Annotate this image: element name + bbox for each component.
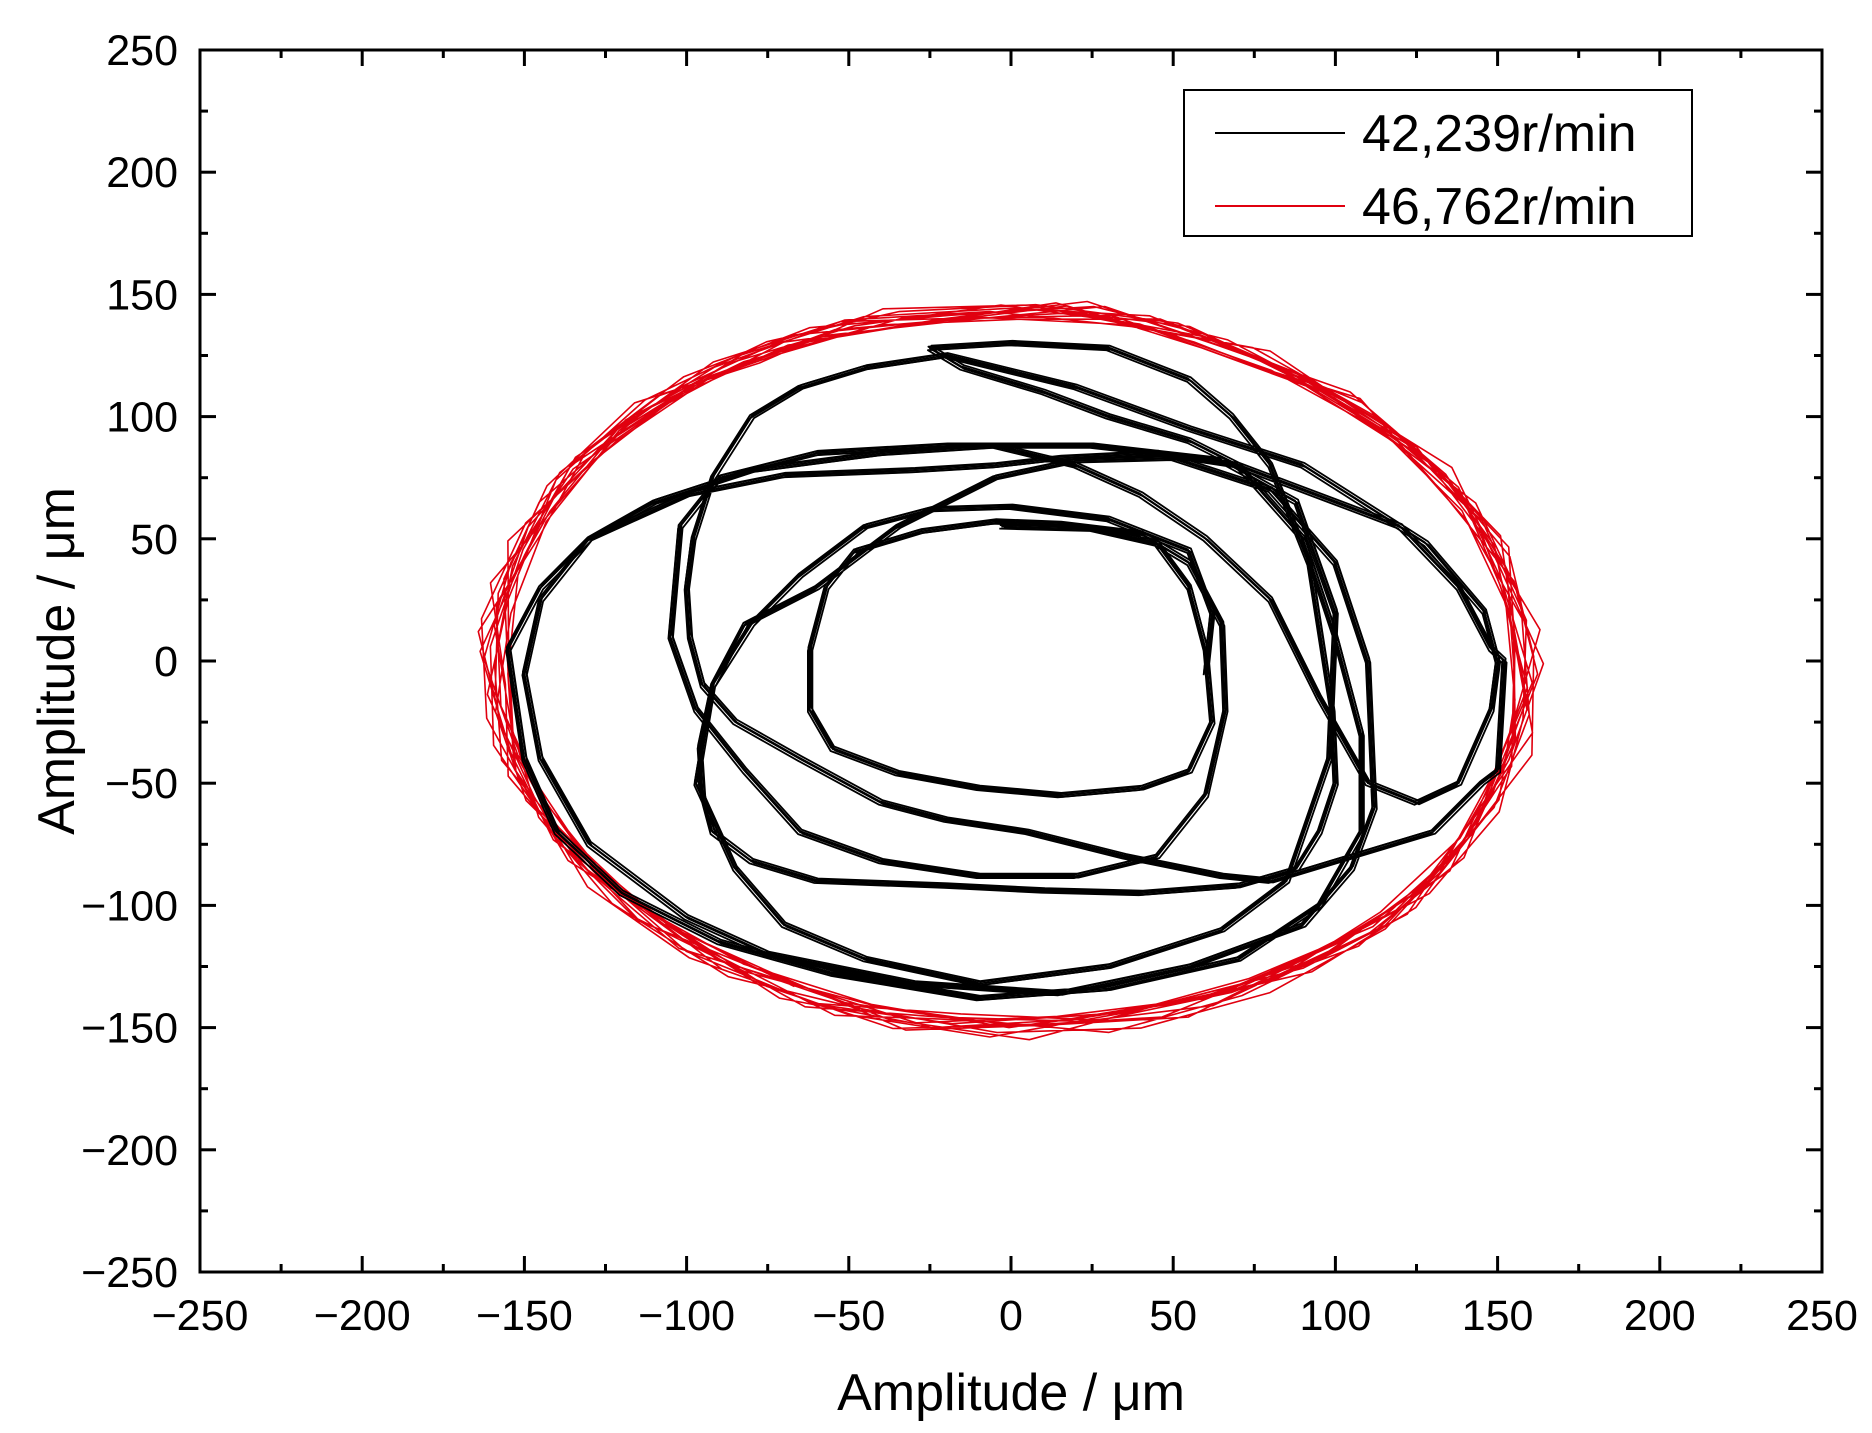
x-tick-label: −250 bbox=[152, 1292, 249, 1340]
y-tick-label: 250 bbox=[106, 27, 178, 75]
y-axis-title: Amplitude / μm bbox=[28, 487, 86, 835]
series-black-line bbox=[505, 340, 1504, 998]
x-tick-label: −50 bbox=[812, 1292, 885, 1340]
y-tick-label: 200 bbox=[106, 149, 178, 197]
y-tick-label: −250 bbox=[81, 1249, 178, 1297]
legend-label-black: 42,239r/min bbox=[1362, 105, 1637, 163]
x-tick-label: 0 bbox=[999, 1292, 1023, 1340]
y-tick-label: 150 bbox=[106, 271, 178, 319]
x-axis-title: Amplitude / μm bbox=[837, 1364, 1185, 1422]
y-tick-label: −50 bbox=[105, 760, 178, 808]
y-tick-label: −200 bbox=[81, 1127, 178, 1175]
y-tick-label: 50 bbox=[130, 516, 178, 564]
x-tick-label: 250 bbox=[1786, 1292, 1858, 1340]
y-tick-label: 100 bbox=[106, 394, 178, 442]
ticks-layer: −250 −200 −150 −100 −50 0 50 100 150 200 250 −250 −2… bbox=[81, 27, 1858, 1340]
y-tick-label: −100 bbox=[81, 882, 178, 930]
x-tick-label: −100 bbox=[638, 1292, 735, 1340]
series-red-line bbox=[477, 300, 1545, 1041]
legend-box bbox=[1183, 89, 1693, 237]
legend: 42,239r/min 46,762r/min bbox=[1183, 89, 1693, 237]
x-tick-label: −200 bbox=[314, 1292, 411, 1340]
legend-label-red: 46,762r/min bbox=[1362, 178, 1637, 236]
series-layer bbox=[477, 300, 1545, 1041]
x-tick-label: 150 bbox=[1462, 1292, 1534, 1340]
series-black-line bbox=[505, 344, 1503, 1002]
y-tick-label: −150 bbox=[81, 1005, 178, 1053]
x-tick-label: 50 bbox=[1149, 1292, 1197, 1340]
x-tick-label: 100 bbox=[1300, 1292, 1372, 1340]
x-tick-label: 200 bbox=[1624, 1292, 1696, 1340]
y-tick-label: 0 bbox=[154, 638, 178, 686]
x-tick-label: −150 bbox=[476, 1292, 573, 1340]
